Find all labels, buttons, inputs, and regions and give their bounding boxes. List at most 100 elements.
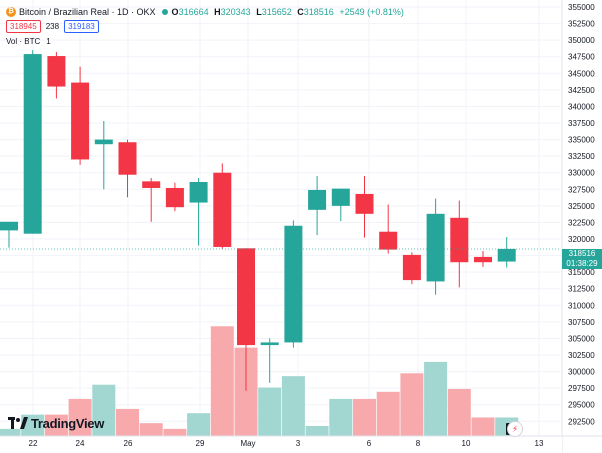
price-tick-label: 342500 <box>568 86 595 95</box>
time-tick-label: 8 <box>416 439 421 448</box>
last-price-label: 318516 01:38:29 <box>562 249 602 269</box>
volume-bar <box>447 388 471 436</box>
candle-body <box>118 142 137 175</box>
volume-label: Vol · BTC <box>6 37 41 46</box>
candle-body <box>497 248 516 262</box>
price-tick-label: 292500 <box>568 417 595 426</box>
lightning-icon[interactable]: ⚡ <box>507 421 523 437</box>
candle-body <box>237 248 255 346</box>
low-value: 315652 <box>261 7 292 17</box>
open-key: O <box>171 7 179 17</box>
symbol-legend: ₿ Bitcoin / Brazilian Real · 1D · OKX O3… <box>6 5 407 19</box>
change-value: +2549 (+0.81%) <box>339 7 404 17</box>
price-tick-label: 300000 <box>568 368 595 377</box>
candle-body <box>308 189 327 210</box>
open-value: 316664 <box>178 7 209 17</box>
market-status-icon <box>161 9 168 15</box>
volume-bar <box>353 398 376 436</box>
price-tick-label: 310000 <box>568 301 595 310</box>
candle-body <box>379 231 398 250</box>
price-tick-label: 330000 <box>568 169 595 178</box>
price-tick-label: 315000 <box>568 268 595 277</box>
buy-price-button[interactable]: 319183 <box>64 19 99 33</box>
price-tick-label: 355000 <box>568 3 595 12</box>
volume-bar <box>116 408 139 436</box>
logo-text: TradingView <box>31 416 105 431</box>
candle-body <box>331 188 350 206</box>
volume-bar <box>210 326 234 436</box>
tradingview-logo-icon <box>8 417 28 429</box>
time-tick-label: May <box>240 439 255 448</box>
volume-bar <box>400 373 424 436</box>
candle-body <box>94 139 113 145</box>
sell-price-button[interactable]: 318945 <box>6 19 41 33</box>
volume-bar <box>187 413 211 436</box>
candle-body <box>165 187 184 208</box>
candle-body <box>213 172 232 247</box>
bid-ask-row: 318945 238 319183 <box>6 19 99 33</box>
price-tick-label: 335000 <box>568 136 595 145</box>
price-tick-label: 345000 <box>568 69 595 78</box>
spread-value: 238 <box>45 21 60 31</box>
price-tick-label: 312500 <box>568 285 595 294</box>
volume-bar <box>44 414 68 436</box>
price-tick-label: 325000 <box>568 202 595 211</box>
candle-body <box>189 182 208 203</box>
price-tick-label: 337500 <box>568 119 595 128</box>
volume-bar <box>424 361 448 436</box>
time-tick-label: 6 <box>367 439 372 448</box>
volume-bar <box>163 428 187 436</box>
candle-body <box>284 225 303 343</box>
price-tick-label: 322500 <box>568 218 595 227</box>
time-tick-label: 26 <box>124 439 133 448</box>
volume-bar <box>281 376 305 436</box>
ohlc-values: O316664 H320343 L315652 C318516 +2549 (+… <box>172 7 407 17</box>
time-tick-label: 13 <box>535 439 544 448</box>
low-key: L <box>256 7 262 17</box>
bar-countdown: 01:38:29 <box>566 259 598 268</box>
volume-bar <box>0 428 21 436</box>
tradingview-logo[interactable]: TradingView <box>8 416 104 431</box>
candle-body <box>142 181 161 188</box>
candle-body <box>47 56 66 87</box>
bitcoin-icon: ₿ <box>6 7 16 17</box>
volume-bar <box>471 417 495 436</box>
candle-body <box>450 217 469 263</box>
volume-bar <box>305 426 329 436</box>
time-tick-label: 3 <box>296 439 301 448</box>
time-tick-label: 29 <box>196 439 205 448</box>
high-value: 320343 <box>220 7 251 17</box>
volume-value: 1 <box>46 37 51 46</box>
time-tick-label: 24 <box>76 439 85 448</box>
candle-body <box>0 221 18 231</box>
price-tick-label: 302500 <box>568 351 595 360</box>
time-tick-label: 22 <box>29 439 38 448</box>
candle-body <box>260 342 279 346</box>
price-tick-label: 307500 <box>568 318 595 327</box>
price-tick-label: 340000 <box>568 102 595 111</box>
time-tick-label: 10 <box>462 439 471 448</box>
volume-legend[interactable]: Vol · BTC 1 <box>6 37 57 46</box>
high-key: H <box>214 7 221 17</box>
time-axis <box>0 436 562 453</box>
price-axis <box>562 0 602 453</box>
candle-body <box>402 254 421 281</box>
price-tick-label: 305000 <box>568 334 595 343</box>
close-value: 318516 <box>303 7 334 17</box>
volume-bar <box>234 347 258 436</box>
price-tick-label: 327500 <box>568 185 595 194</box>
last-price-value: 318516 <box>568 249 596 258</box>
price-tick-label: 332500 <box>568 152 595 161</box>
price-tick-label: 350000 <box>568 36 595 45</box>
price-tick-label: 320000 <box>568 235 595 244</box>
volume-bar <box>68 398 92 436</box>
volume-bar <box>139 423 163 436</box>
candle-body <box>23 54 42 234</box>
symbol-title[interactable]: Bitcoin / Brazilian Real · 1D · OKX <box>19 7 156 17</box>
price-tick-label: 347500 <box>568 53 595 62</box>
candle-body <box>474 256 492 263</box>
volume-bar <box>329 398 353 436</box>
volume-bar <box>376 391 400 436</box>
price-tick-label: 297500 <box>568 384 595 393</box>
